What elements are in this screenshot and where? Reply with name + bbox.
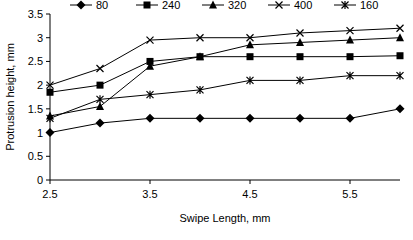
- point: [397, 25, 404, 32]
- legend-label: 400: [294, 0, 312, 11]
- legend-marker: [144, 2, 151, 9]
- point: [246, 40, 254, 48]
- legend-label: 160: [360, 0, 378, 11]
- point: [297, 76, 304, 84]
- legend-label: 80: [96, 0, 108, 11]
- x-tick: [50, 180, 51, 184]
- series: [47, 52, 404, 96]
- point: [346, 36, 354, 44]
- point: [296, 114, 305, 123]
- point: [46, 128, 55, 137]
- point: [246, 114, 255, 123]
- point: [297, 53, 304, 60]
- y-tick-label: 2: [37, 79, 43, 91]
- y-tick: [46, 14, 50, 15]
- x-tick-label: 4.5: [242, 188, 257, 200]
- point: [397, 72, 404, 80]
- point: [97, 95, 104, 103]
- y-tick-label: 1.5: [28, 103, 43, 115]
- point: [396, 104, 405, 113]
- y-tick: [46, 156, 50, 157]
- point: [47, 114, 54, 122]
- point: [47, 89, 54, 96]
- point: [97, 82, 104, 89]
- x-tick-label: 2.5: [42, 188, 57, 200]
- y-tick-label: 3.5: [28, 8, 43, 20]
- point: [47, 82, 54, 89]
- point: [247, 34, 254, 41]
- y-tick: [46, 108, 50, 109]
- point: [146, 62, 154, 70]
- point: [196, 52, 204, 60]
- point: [197, 34, 204, 41]
- y-axis-label: Protrusion height, mm: [4, 43, 16, 151]
- point: [247, 53, 254, 60]
- point: [96, 119, 105, 128]
- x-tick-label: 3.5: [142, 188, 157, 200]
- plot-area: [46, 25, 405, 137]
- point: [347, 53, 354, 60]
- point: [347, 72, 354, 80]
- y-tick: [46, 180, 50, 181]
- x-tick: [250, 180, 251, 184]
- series-line: [50, 56, 400, 93]
- legend-marker: [342, 1, 349, 9]
- series: [47, 72, 404, 123]
- legend-marker: [77, 1, 86, 10]
- y-tick-label: 0: [37, 174, 43, 186]
- point: [347, 27, 354, 34]
- y-axis: [50, 14, 51, 180]
- series: [47, 25, 404, 89]
- point: [396, 33, 404, 41]
- y-tick-label: 3: [37, 32, 43, 44]
- series-line: [50, 28, 400, 85]
- x-axis-label: Swipe Length, mm: [179, 212, 270, 224]
- y-tick-label: 1: [37, 127, 43, 139]
- legend-label: 320: [228, 0, 246, 11]
- point: [196, 114, 205, 123]
- legend: 80 240 320 400 160: [70, 0, 378, 11]
- point: [146, 114, 155, 123]
- x-tick: [350, 180, 351, 184]
- legend-label: 240: [162, 0, 180, 11]
- y-tick: [46, 37, 50, 38]
- legend-marker: [276, 2, 283, 9]
- series-line: [50, 38, 400, 116]
- point: [147, 37, 154, 44]
- point: [247, 76, 254, 84]
- series-line: [50, 109, 400, 133]
- point: [147, 91, 154, 99]
- point: [346, 114, 355, 123]
- point: [97, 65, 104, 72]
- y-tick-label: 2.5: [28, 55, 43, 67]
- point: [397, 52, 404, 59]
- point: [296, 38, 304, 46]
- y-tick-label: 0.5: [28, 150, 43, 162]
- chart: 0 0.5 1 1.5 2 2.5 3 3.5 2.5 3.5 4.5 5.5 Swipe Length…: [0, 0, 413, 240]
- x-tick-label: 5.5: [342, 188, 357, 200]
- x-axis: [50, 180, 400, 181]
- series: [46, 33, 404, 119]
- legend-marker: [209, 1, 217, 9]
- point: [197, 86, 204, 94]
- series-line: [50, 76, 400, 119]
- x-tick: [150, 180, 151, 184]
- y-tick: [46, 61, 50, 62]
- point: [297, 29, 304, 36]
